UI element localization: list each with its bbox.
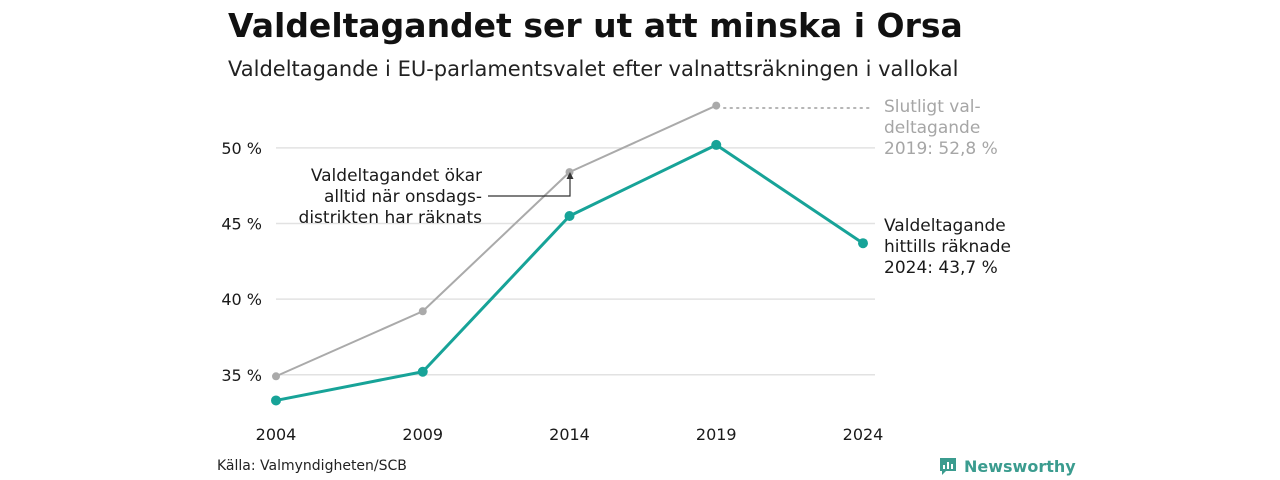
counted-data-point: [564, 210, 575, 221]
counted-turnout-annotation: Valdeltagande hittills räknade 2024: 43,…: [884, 216, 1011, 279]
annotation-line: Valdeltagande: [884, 216, 1006, 236]
y-axis-ticks: 35 % 40 % 45 % 50 %: [221, 139, 262, 385]
final-data-point: [418, 307, 427, 316]
chart-title: Valdeltagandet ser ut att minska i Orsa: [228, 6, 963, 45]
wednesday-districts-note: Valdeltagandet ökar alltid när onsdags- …: [299, 166, 482, 229]
series-lines: [271, 101, 868, 406]
y-tick-label: 35 %: [221, 366, 262, 385]
brand-name: Newsworthy: [964, 456, 1076, 476]
y-tick-label: 50 %: [221, 139, 262, 158]
brand-logo: Newsworthy: [938, 456, 1076, 476]
grid-lines: [276, 147, 875, 376]
final-series-line: [275, 104, 717, 378]
y-tick-label: 40 %: [221, 290, 262, 309]
counted-series: [271, 139, 868, 406]
x-axis-ticks: 2004 2009 2014 2019 2024: [256, 425, 884, 444]
final-turnout-annotation: Slutligt val- deltagande 2019: 52,8 %: [884, 97, 998, 160]
annotation-line: 2024: 43,7 %: [884, 258, 998, 278]
final-data-point: [712, 101, 721, 110]
annotation-arrow: [488, 172, 574, 197]
annotation-line: Valdeltagandet ökar: [310, 166, 482, 186]
annotation-line: deltagande: [884, 118, 981, 138]
annotation-line: 2019: 52,8 %: [884, 139, 998, 159]
final-data-point: [565, 168, 574, 177]
annotation-line: Slutligt val-: [884, 97, 981, 117]
x-tick-label: 2014: [549, 425, 590, 444]
counted-data-point: [711, 139, 722, 150]
x-tick-label: 2024: [843, 425, 884, 444]
x-tick-label: 2004: [256, 425, 297, 444]
counted-data-point: [271, 395, 281, 406]
x-tick-label: 2019: [696, 425, 737, 444]
annotation-line: alltid när onsdags-: [323, 187, 482, 207]
newsworthy-logo-icon: [940, 458, 956, 475]
x-tick-label: 2009: [402, 425, 443, 444]
final-data-point: [272, 372, 280, 381]
annotation-line: distrikten har räknats: [298, 208, 482, 228]
y-tick-label: 45 %: [221, 215, 262, 234]
final-series: [272, 101, 721, 381]
counted-data-point: [858, 238, 868, 249]
annotation-line: hittills räknade: [884, 237, 1011, 257]
chart-subtitle: Valdeltagande i EU-parlamentsvalet efter…: [228, 57, 959, 81]
source-note: Källa: Valmyndigheten/SCB: [217, 458, 407, 474]
counted-data-point: [417, 366, 428, 377]
